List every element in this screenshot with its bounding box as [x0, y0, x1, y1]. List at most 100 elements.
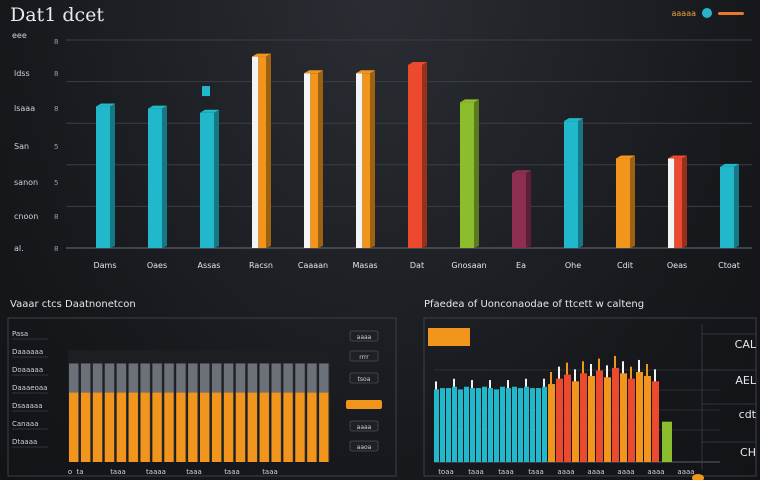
y-tick-number: 8: [54, 38, 58, 46]
bar: [252, 53, 271, 248]
bar-upper: [200, 363, 210, 393]
bar-top: [148, 105, 167, 109]
bar-face: [356, 73, 363, 248]
legend-label: aaaa: [357, 334, 372, 341]
x-tick-label: taaa: [224, 468, 240, 476]
legend-pill: [349, 350, 379, 362]
bar-lower: [104, 392, 115, 462]
bar-top: [668, 155, 687, 159]
bar-spike: [646, 363, 648, 376]
bar-upper: [235, 363, 246, 393]
bar-cyan: [512, 386, 517, 462]
y-tick-number: 8: [54, 213, 58, 221]
bottom-left-bar-chart: Pasa Daaaaaa Doaaaaa Daaaeoaa Dsaaaaa Canaaa D…: [7, 317, 397, 477]
y-tick-label: Doaaaaa: [12, 366, 43, 374]
right-axis-label: cdt: [739, 408, 757, 421]
bar-cyan: [524, 386, 529, 462]
y-tick-number: 8: [54, 245, 58, 253]
bar-top: [252, 53, 271, 57]
bar-upper: [128, 363, 139, 393]
x-tick-label: toaa: [438, 468, 454, 476]
bar-cyan: [494, 389, 499, 462]
bar-warm: [588, 375, 595, 462]
x-tick-label: taaa: [498, 468, 514, 476]
bar: [616, 155, 635, 248]
x-tick-label: Oeas: [667, 261, 687, 270]
right-axis-label: CAL: [735, 338, 757, 351]
bar-lower: [128, 392, 139, 462]
legend-pill: [349, 440, 379, 452]
bar-lower: [307, 392, 318, 462]
bar-face: [564, 121, 578, 248]
bar-upper: [259, 363, 270, 393]
bottom-right-bar-chart: CAL AEL cdt CH toaa taaa taaa taaa aaaa aaaa aaaa a…: [423, 317, 757, 480]
bar-warm: [644, 375, 651, 462]
x-tick-label: Ea: [516, 261, 526, 270]
bar-lower: [164, 392, 175, 462]
bar-cap: [202, 86, 210, 97]
bar-side: [734, 163, 739, 248]
bar: [668, 155, 687, 248]
bar-lower: [295, 392, 306, 462]
bar-face: [668, 158, 675, 248]
bar-face: [310, 73, 318, 248]
bar-spike: [543, 378, 545, 387]
bar-lower: [152, 392, 163, 462]
panel-frame: [423, 317, 757, 477]
bar-lower: [271, 392, 282, 462]
x-tick-label: taaaa: [146, 468, 166, 476]
bar: [304, 70, 323, 248]
bar-warm: [604, 377, 611, 462]
y-tick-label: Dsaaaaa: [12, 402, 43, 410]
bar-lower: [140, 392, 151, 462]
bar-lower: [188, 392, 198, 462]
bar-lower: [235, 392, 246, 462]
bar-cyan: [530, 388, 535, 462]
bar-upper: [211, 363, 222, 393]
bar-upper: [307, 363, 318, 393]
bar-spike: [566, 362, 568, 375]
bar-side: [266, 53, 271, 248]
bar-face: [304, 73, 311, 248]
x-tick-label: taaa: [468, 468, 484, 476]
bottom-left-title: Vaaar ctcs Daatnonetcon: [10, 299, 136, 310]
bar-upper: [104, 363, 115, 393]
bar: [200, 109, 219, 248]
page-title: Dat1 dcet: [10, 4, 105, 26]
bar-warm: [620, 373, 627, 462]
top-bar-chart: eee ldss 8 lsaaa 8 San 5 sanon 5 cnoon 8 al. 8 8 Dams O…: [12, 31, 752, 270]
bar-spike: [574, 369, 576, 382]
right-axis-label: AEL: [735, 374, 756, 387]
legend-pill: [349, 420, 379, 432]
x-tick-label: Masas: [352, 261, 377, 270]
toggle-track[interactable]: [718, 11, 744, 15]
x-tick-label: aaaa: [677, 468, 694, 476]
bar-upper: [295, 363, 306, 393]
x-tick-label: aaaa: [617, 468, 634, 476]
legend-pill: [349, 372, 379, 384]
bar-top: [720, 163, 739, 167]
scroll-indicator: [692, 474, 704, 480]
panel-frame: [7, 317, 397, 477]
bar-side: [526, 170, 531, 248]
toggle-knob[interactable]: [702, 8, 712, 18]
bar-upper: [319, 363, 329, 393]
bar-cyan: [476, 388, 481, 462]
bar-lower: [259, 392, 270, 462]
bar-upper: [164, 363, 175, 393]
bar-cyan: [446, 388, 451, 462]
x-tick-label: taaa: [186, 468, 202, 476]
bar-top: [460, 99, 479, 103]
bar-lower: [80, 392, 91, 462]
bar-warm: [580, 373, 587, 462]
bar-upper: [152, 363, 163, 393]
right-axis-label: CH: [740, 446, 756, 459]
x-tick-label: Dat: [410, 261, 424, 270]
bar-lower: [319, 392, 329, 462]
bar-upper: [116, 363, 127, 393]
bar-side: [370, 70, 375, 248]
bar-face: [96, 106, 110, 248]
bar-spike: [582, 361, 584, 374]
bar-side: [422, 61, 427, 249]
bar-side: [474, 99, 479, 249]
